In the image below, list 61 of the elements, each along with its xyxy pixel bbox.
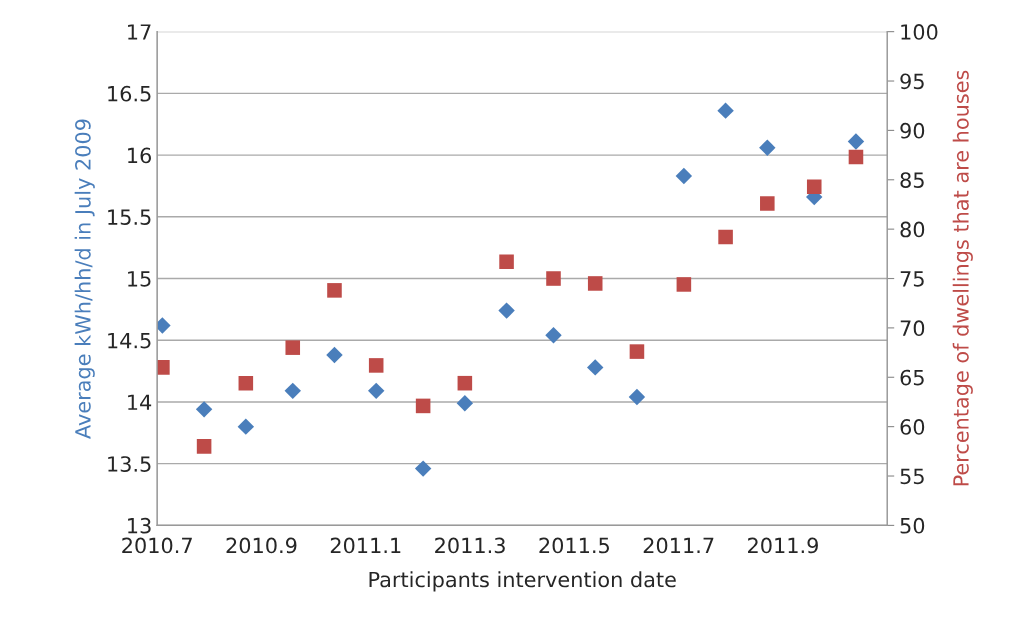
y2-tick-label: 60 bbox=[900, 419, 925, 435]
point bbox=[238, 375, 254, 391]
point bbox=[847, 133, 865, 150]
point bbox=[717, 102, 734, 119]
point bbox=[676, 277, 692, 292]
y2-tick-label: 85 bbox=[900, 172, 924, 188]
x-axis-title: Participants intervention date bbox=[369, 571, 676, 592]
y2-tick-label: 100 bbox=[901, 24, 938, 40]
point bbox=[414, 460, 432, 477]
x-tick-label: 2010.7 bbox=[122, 537, 192, 554]
y-tick-label: 13 bbox=[128, 517, 151, 534]
y-tick-label: 17 bbox=[128, 24, 151, 40]
y-tick-label: 16.5 bbox=[108, 85, 151, 102]
y2-tick-label: 50 bbox=[900, 517, 925, 534]
x-tick-label: 2010.9 bbox=[226, 537, 297, 554]
y-axis-title: Average kWh/hh/d in July 2009 bbox=[74, 119, 95, 439]
y2-tick-label: 80 bbox=[900, 221, 925, 238]
point bbox=[498, 302, 515, 319]
point bbox=[237, 418, 255, 435]
x-tick-label: 2011.3 bbox=[435, 537, 505, 554]
x-tick-label: 2011.1 bbox=[330, 537, 401, 554]
y2-tick-label: 95 bbox=[900, 73, 924, 90]
point bbox=[368, 358, 384, 373]
point bbox=[718, 229, 733, 245]
point bbox=[195, 401, 213, 418]
point bbox=[546, 271, 561, 286]
point bbox=[499, 254, 514, 270]
x-tick-label: 2011.9 bbox=[748, 537, 818, 554]
point bbox=[759, 139, 776, 156]
point bbox=[587, 359, 604, 376]
y-tick-label: 13.5 bbox=[108, 456, 151, 472]
point bbox=[760, 196, 775, 211]
point bbox=[415, 398, 431, 414]
point bbox=[327, 283, 342, 298]
point bbox=[587, 276, 603, 291]
point bbox=[848, 149, 864, 165]
point bbox=[629, 344, 645, 359]
y-tick-label: 14.5 bbox=[108, 332, 151, 349]
x-tick-label: 2011.5 bbox=[539, 537, 609, 554]
point bbox=[675, 167, 693, 185]
y2-tick-label: 65 bbox=[900, 369, 924, 386]
point bbox=[806, 179, 822, 194]
y2-tick-label: 75 bbox=[900, 271, 924, 287]
point bbox=[284, 382, 301, 400]
point bbox=[326, 346, 343, 364]
point bbox=[456, 394, 474, 412]
point bbox=[457, 375, 473, 391]
y2-tick-label: 70 bbox=[900, 320, 925, 337]
y-tick-label: 14 bbox=[128, 394, 152, 410]
point bbox=[545, 327, 562, 344]
point bbox=[285, 340, 301, 355]
y-tick-label: 16 bbox=[128, 147, 151, 164]
y2-tick-label: 55 bbox=[900, 468, 924, 485]
y-tick-label: 15.5 bbox=[108, 209, 151, 226]
point bbox=[196, 439, 212, 454]
point bbox=[367, 382, 385, 400]
point bbox=[628, 388, 646, 406]
y2-tick-label: 90 bbox=[900, 122, 925, 139]
x-tick-label: 2011.7 bbox=[643, 537, 714, 554]
y2-axis-title: Percentage of dwellings that are houses bbox=[952, 70, 973, 486]
y-tick-label: 15 bbox=[128, 271, 151, 287]
